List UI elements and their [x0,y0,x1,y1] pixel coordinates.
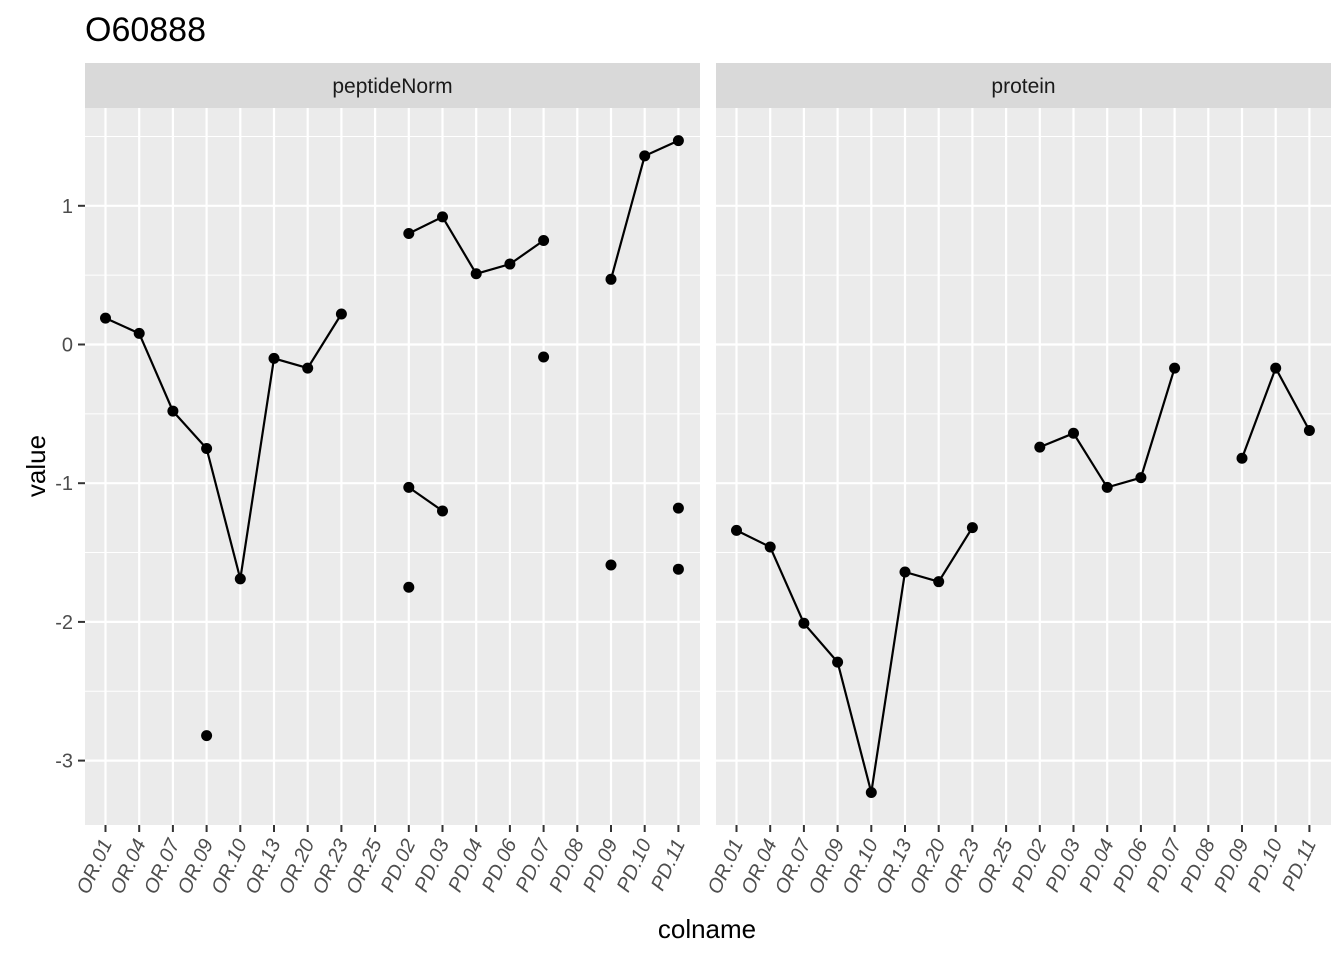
data-point [100,312,111,324]
data-point [167,405,179,417]
data-point [201,443,213,455]
data-point [403,581,415,593]
data-point [234,573,246,585]
data-point [672,135,684,147]
series-line [105,313,343,580]
data-point [605,273,617,285]
data-point [268,352,280,364]
chart-title: O60888 [85,11,206,49]
data-point [437,505,448,517]
y-tick-label: -1 [55,473,73,495]
data-point [639,150,651,162]
series-line [408,486,444,512]
data-point [504,258,516,270]
data-point [470,268,482,280]
data-point [403,481,415,493]
data-point [1101,481,1113,493]
data-point [201,730,213,742]
x-axis-title: colname [658,914,756,944]
facet-strip-label: peptideNorm [332,75,452,98]
data-point [1169,362,1181,374]
data-point [899,566,911,578]
data-point [865,787,877,799]
data-point [133,327,145,339]
data-point [933,576,945,588]
facet-panel-peptideNorm: peptideNorm10-1-2-3OR.01OR.04OR.07OR.09O… [55,63,700,898]
data-point [1236,452,1248,464]
y-tick-label: 0 [62,335,73,357]
data-point [538,351,550,363]
data-point [764,541,776,553]
data-point [605,559,617,571]
data-point [672,563,684,575]
data-point [335,308,347,320]
series-line [736,527,974,793]
data-point [302,362,314,374]
panels: peptideNorm10-1-2-3OR.01OR.04OR.07OR.09O… [55,63,1331,898]
facet-strip-label: protein [991,75,1055,98]
y-tick-label: -2 [55,612,73,634]
y-tick-label: -3 [55,751,73,773]
panel-background [716,108,1331,825]
panel-background [85,108,700,825]
facet-panel-protein: proteinOR.01OR.04OR.07OR.09OR.10OR.13OR.… [704,63,1331,898]
data-point [437,211,448,223]
y-tick-label: 1 [62,196,73,218]
data-point [538,234,550,246]
data-point [1135,472,1147,484]
data-point [1034,441,1046,453]
data-point [1270,362,1282,374]
data-point [1303,424,1315,436]
facet-strip [716,63,1331,108]
data-point [403,228,415,240]
y-axis-title: value [21,435,51,497]
data-point [731,524,742,536]
data-point [832,656,844,668]
facet-strip [85,63,700,108]
data-point [798,617,810,629]
data-point [672,502,684,514]
data-point [1068,427,1079,439]
data-point [966,522,978,534]
